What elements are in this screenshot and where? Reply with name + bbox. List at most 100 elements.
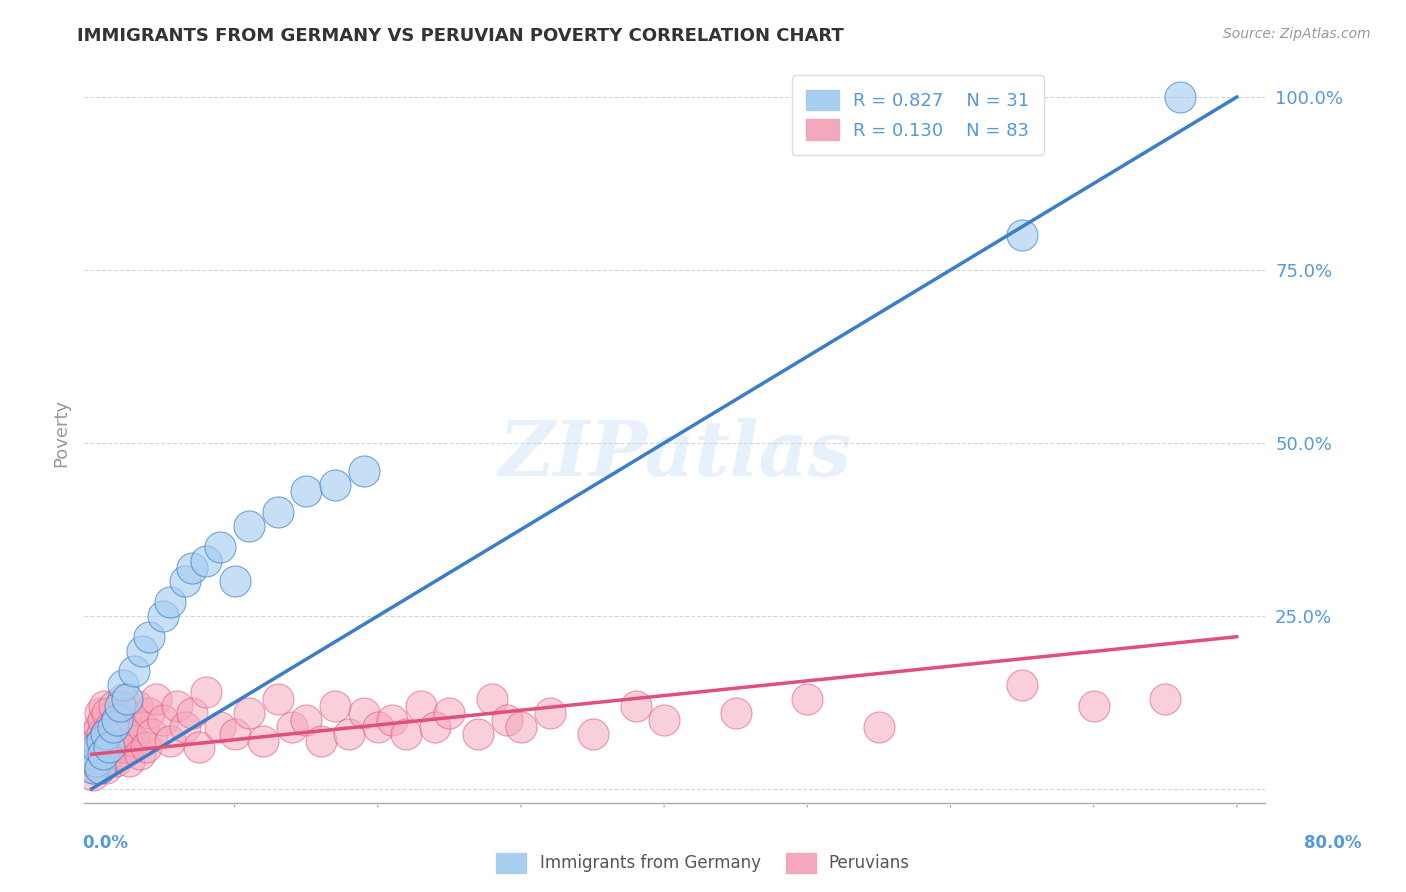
Legend: Immigrants from Germany, Peruvians: Immigrants from Germany, Peruvians [489, 847, 917, 880]
Point [121, 713, 143, 727]
Point [141, 726, 163, 740]
Point [138, 706, 160, 720]
Y-axis label: Poverty: Poverty [52, 399, 70, 467]
Point [152, 609, 174, 624]
Point [90, 726, 112, 740]
Point [101, 720, 124, 734]
Text: 80.0%: 80.0% [1305, 834, 1361, 852]
Point [423, 720, 446, 734]
Point [118, 754, 141, 768]
Point [105, 713, 128, 727]
Point [467, 726, 489, 740]
Point [87, 761, 110, 775]
Point [89, 706, 111, 720]
Point [868, 720, 890, 734]
Point [108, 698, 131, 713]
Point [107, 733, 129, 747]
Point [83, 761, 105, 775]
Point [105, 713, 128, 727]
Point [180, 706, 202, 720]
Point [337, 726, 360, 740]
Point [1011, 678, 1033, 692]
Point [1083, 698, 1105, 713]
Point [93, 698, 115, 713]
Point [145, 692, 167, 706]
Point [114, 740, 136, 755]
Legend: R = 0.827    N = 31, R = 0.130    N = 83: R = 0.827 N = 31, R = 0.130 N = 83 [792, 75, 1043, 155]
Point [624, 698, 647, 713]
Point [353, 706, 375, 720]
Point [166, 698, 188, 713]
Point [323, 698, 346, 713]
Point [82, 754, 104, 768]
Point [86, 754, 108, 768]
Text: IMMIGRANTS FROM GERMANY VS PERUVIAN POVERTY CORRELATION CHART: IMMIGRANTS FROM GERMANY VS PERUVIAN POVE… [77, 27, 844, 45]
Point [495, 713, 517, 727]
Point [84, 726, 107, 740]
Point [91, 747, 114, 762]
Point [796, 692, 818, 706]
Text: ZIPatlas: ZIPatlas [498, 417, 852, 491]
Point [98, 720, 121, 734]
Point [93, 740, 115, 755]
Point [83, 740, 105, 755]
Point [82, 761, 104, 775]
Point [96, 706, 118, 720]
Point [266, 505, 288, 519]
Point [97, 740, 120, 755]
Point [1168, 90, 1191, 104]
Point [83, 747, 105, 762]
Point [238, 706, 260, 720]
Point [195, 685, 218, 699]
Point [209, 720, 232, 734]
Point [209, 540, 232, 554]
Point [110, 720, 132, 734]
Point [91, 754, 114, 768]
Point [104, 754, 127, 768]
Point [89, 761, 111, 775]
Point [86, 740, 108, 755]
Point [281, 720, 304, 734]
Text: Source: ZipAtlas.com: Source: ZipAtlas.com [1223, 27, 1371, 41]
Point [87, 720, 110, 734]
Point [323, 477, 346, 491]
Point [152, 713, 174, 727]
Point [252, 733, 274, 747]
Point [111, 692, 134, 706]
Point [115, 706, 138, 720]
Point [84, 754, 107, 768]
Point [108, 747, 131, 762]
Point [353, 464, 375, 478]
Point [94, 726, 117, 740]
Point [159, 595, 181, 609]
Point [131, 643, 153, 657]
Point [581, 726, 603, 740]
Point [91, 713, 114, 727]
Point [180, 560, 202, 574]
Point [90, 733, 112, 747]
Point [510, 720, 533, 734]
Point [1154, 692, 1177, 706]
Point [94, 726, 117, 740]
Point [129, 747, 152, 762]
Point [238, 519, 260, 533]
Point [439, 706, 461, 720]
Point [187, 740, 209, 755]
Point [124, 665, 146, 679]
Point [409, 698, 432, 713]
Point [367, 720, 389, 734]
Point [100, 740, 122, 755]
Point [86, 733, 108, 747]
Point [101, 733, 124, 747]
Point [111, 678, 134, 692]
Point [295, 713, 318, 727]
Point [135, 740, 157, 755]
Point [89, 740, 111, 755]
Point [266, 692, 288, 706]
Point [127, 698, 149, 713]
Point [159, 733, 181, 747]
Point [195, 554, 218, 568]
Point [124, 733, 146, 747]
Point [84, 747, 107, 762]
Point [173, 720, 195, 734]
